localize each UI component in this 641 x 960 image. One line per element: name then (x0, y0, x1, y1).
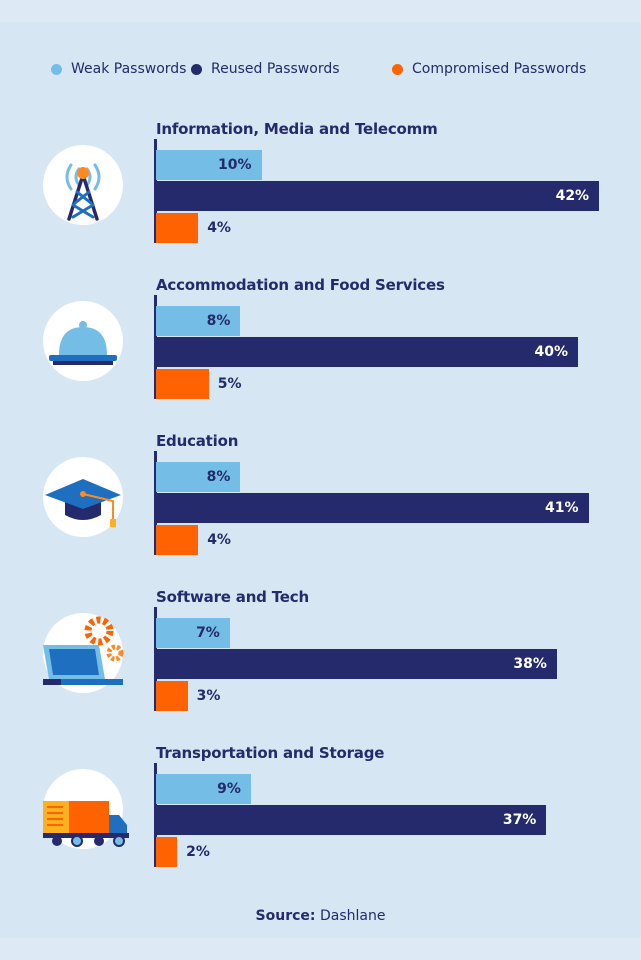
cell-tower-icon (65, 163, 101, 221)
source-note: Source: Dashlane (0, 908, 641, 924)
value-label: 2% (186, 844, 210, 860)
value-label: 7% (196, 625, 220, 641)
bar-compromised (156, 837, 178, 867)
axis-line (154, 607, 157, 711)
axis-line (154, 139, 157, 243)
category-group: Transportation and Storage 9% 37% 2% (0, 744, 641, 894)
bar-reused (156, 805, 547, 835)
legend-weak: Weak Passwords (51, 61, 186, 77)
bar-compromised (156, 213, 199, 243)
axis-line (154, 763, 157, 867)
value-label: 40% (534, 344, 568, 360)
category-title: Transportation and Storage (156, 744, 385, 762)
legend-reused: Reused Passwords (191, 61, 340, 77)
bar-reused (156, 493, 589, 523)
value-label: 10% (217, 157, 252, 173)
legend-compromised: Compromised Passwords (392, 61, 586, 77)
value-label: 3% (196, 688, 221, 704)
reused-swatch (191, 63, 202, 75)
bar-reused (156, 181, 600, 211)
category-group: Information, Media and Telecomm 10% 42% 4% (0, 120, 641, 270)
laptop-gears-icon (43, 616, 124, 685)
category-group: Education 8% 41% 4% (0, 432, 641, 582)
legend-label: Weak Passwords (71, 61, 187, 77)
bar-weak (156, 462, 241, 492)
category-title: Accommodation and Food Services (156, 276, 445, 294)
value-label: 8% (206, 469, 231, 485)
value-label: 37% (502, 812, 537, 828)
bar-weak (156, 774, 251, 804)
icon-badge (43, 145, 123, 225)
value-label: 42% (555, 188, 590, 204)
icon-badge (43, 457, 123, 537)
bar-compromised (156, 681, 188, 711)
legend: Weak Passwords Reused Passwords Compromi… (0, 61, 641, 81)
value-label: 9% (217, 781, 241, 797)
value-label: 41% (545, 500, 579, 516)
value-label: 4% (207, 220, 231, 236)
legend-label: Reused Passwords (211, 61, 340, 77)
category-group: Software and Tech 7% 38% 3% (0, 588, 641, 738)
category-title: Education (156, 432, 239, 450)
icon-badge (43, 301, 123, 381)
source-label: Source: (255, 908, 316, 924)
graduation-cap-icon (45, 479, 121, 527)
value-label: 8% (206, 313, 231, 329)
value-label: 38% (513, 656, 547, 672)
value-label: 4% (207, 532, 231, 548)
axis-line (154, 295, 157, 399)
category-group: Accommodation and Food Services 8% 40% 5% (0, 276, 641, 426)
bar-weak (156, 150, 262, 180)
delivery-truck-icon (43, 801, 129, 847)
axis-line (154, 451, 157, 555)
compromised-swatch (392, 63, 403, 75)
icon-badge (43, 613, 124, 693)
bar-compromised (156, 369, 209, 399)
bottom-border (0, 938, 641, 960)
legend-label: Compromised Passwords (412, 61, 587, 77)
bar-weak (156, 306, 241, 336)
bar-reused (156, 337, 578, 367)
icon-badge (43, 769, 129, 849)
value-label: 5% (217, 376, 242, 392)
category-title: Information, Media and Telecomm (156, 120, 438, 138)
category-title: Software and Tech (156, 588, 309, 606)
top-border (0, 0, 641, 22)
source-value: Dashlane (319, 908, 386, 924)
bar-reused (156, 649, 557, 679)
bar-compromised (156, 525, 199, 555)
food-cloche-icon (49, 321, 117, 365)
bar-weak (156, 618, 230, 648)
weak-swatch (51, 63, 62, 75)
